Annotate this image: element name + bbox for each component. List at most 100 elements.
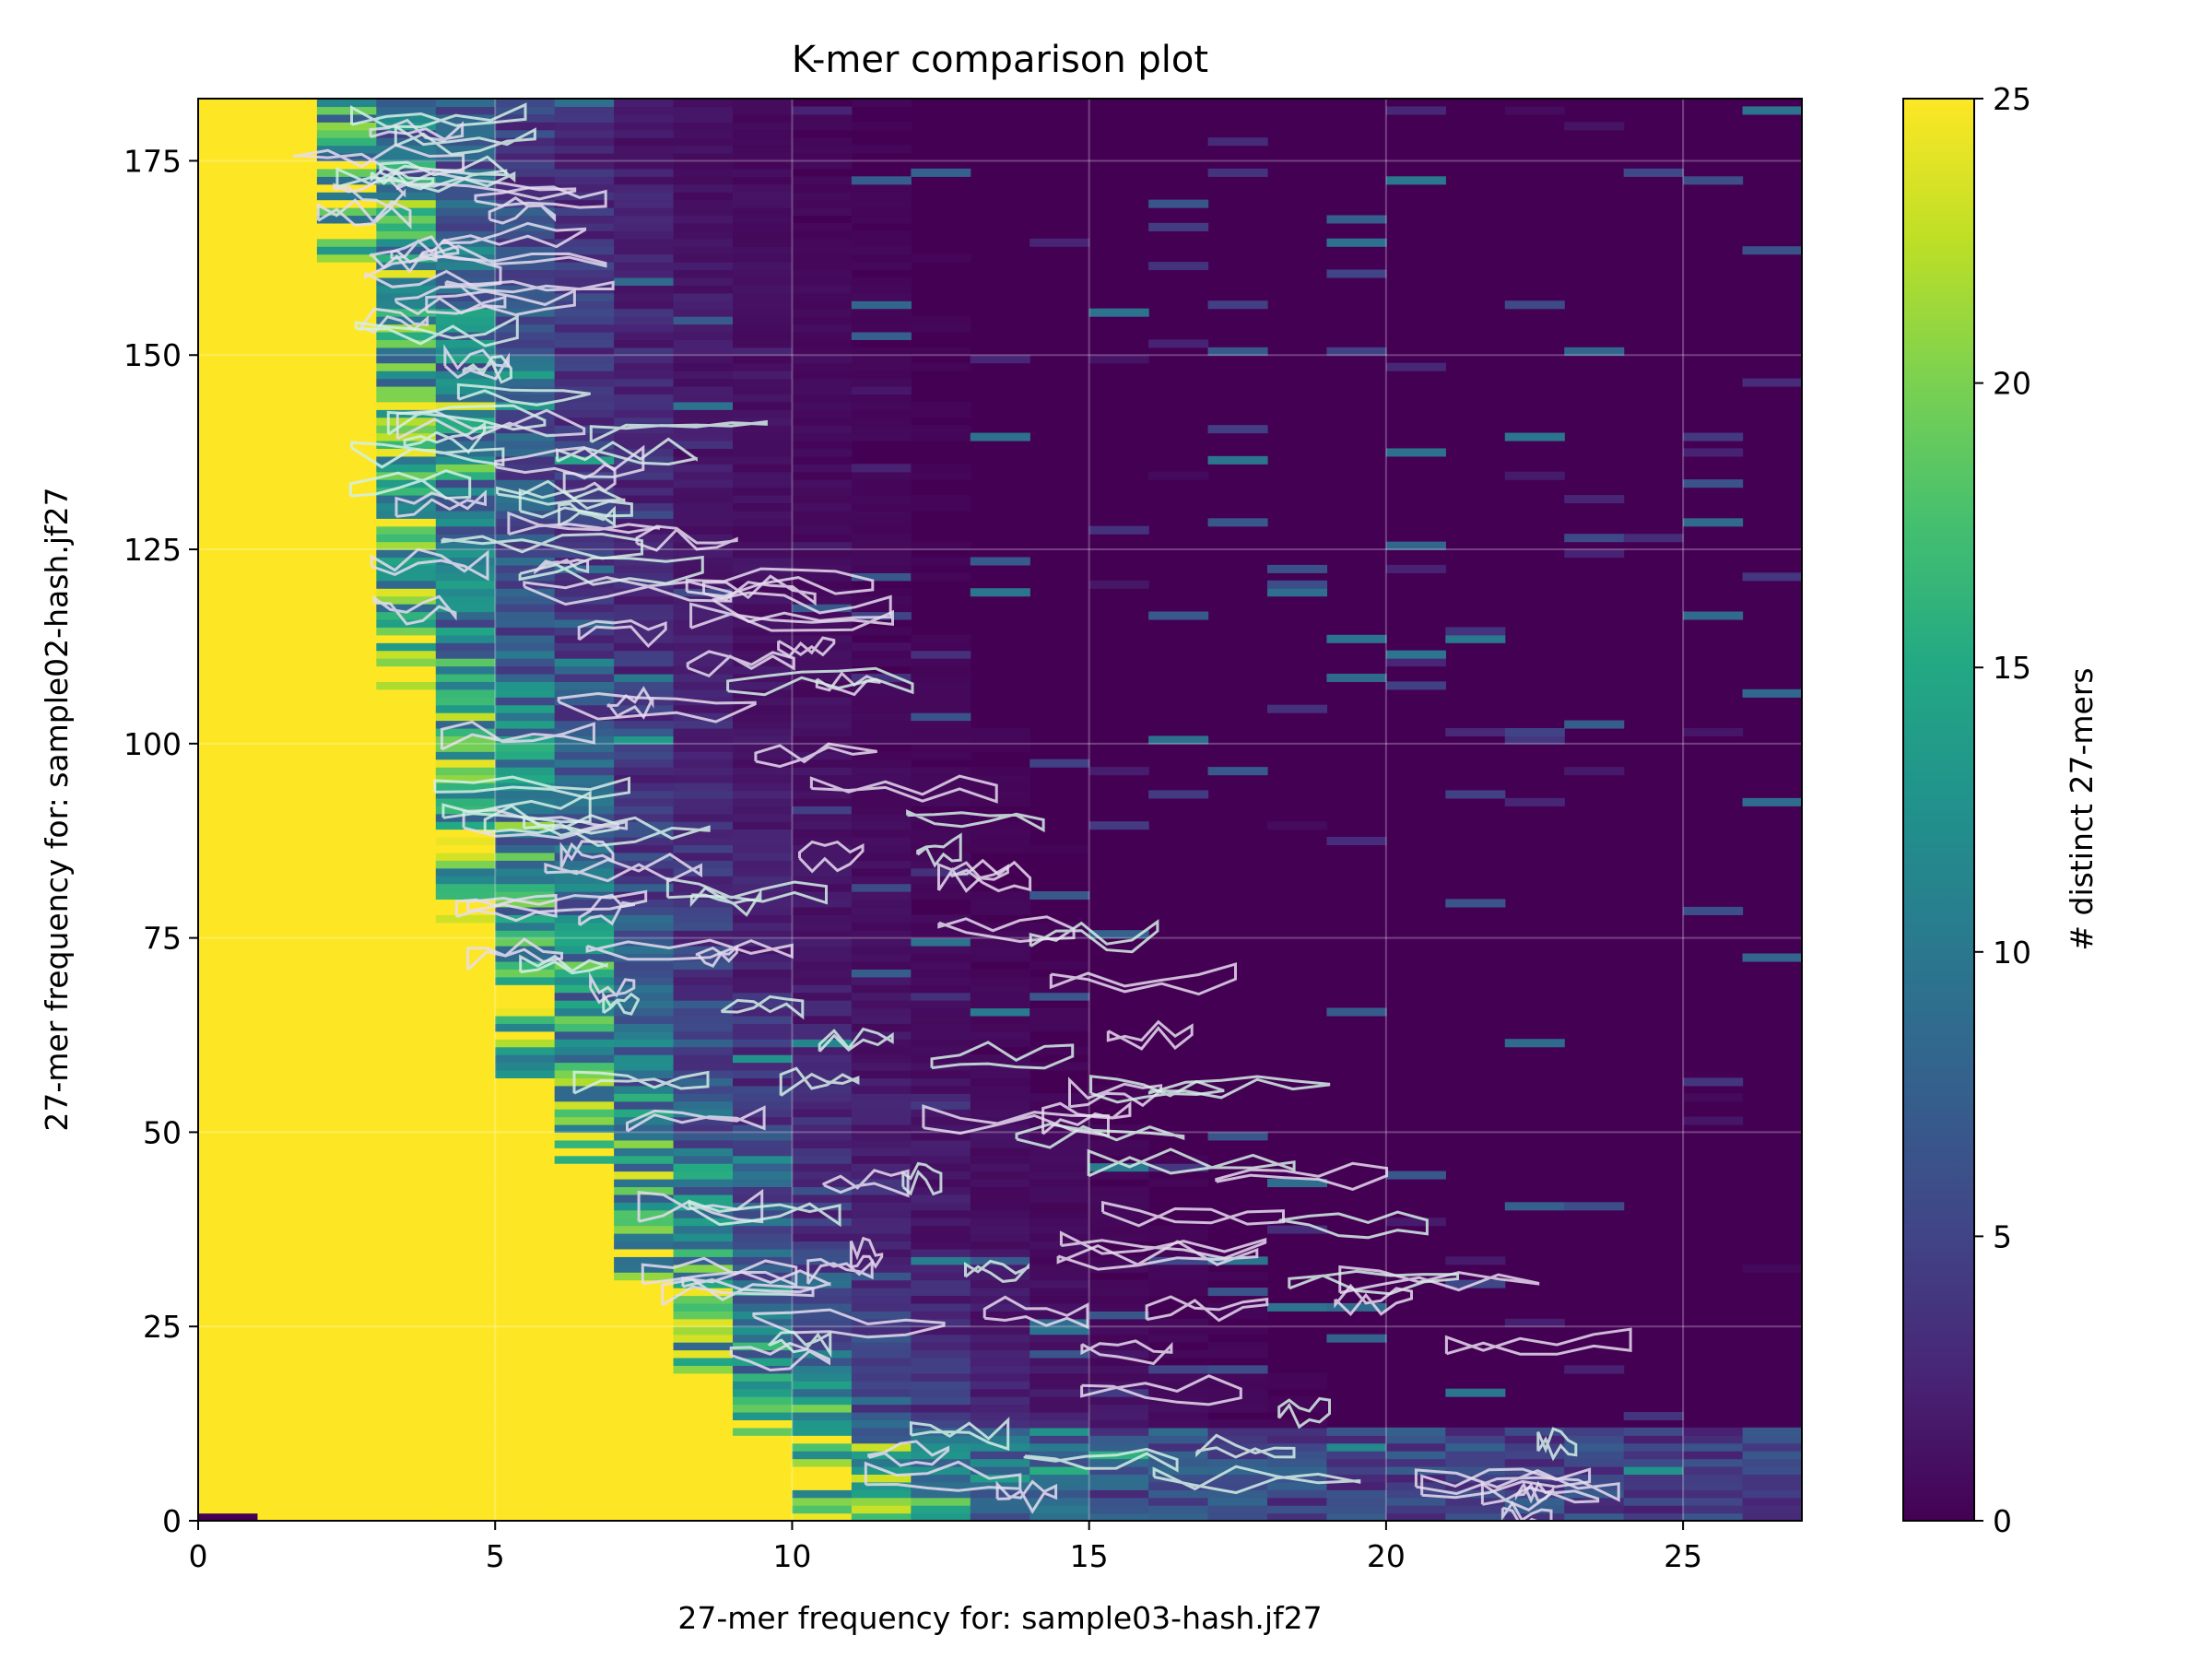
heatmap-cell — [554, 417, 615, 426]
heatmap-cell — [792, 1241, 853, 1250]
heatmap-cell — [614, 183, 675, 193]
heatmap-cell — [673, 113, 734, 123]
heatmap-cell — [1030, 1015, 1090, 1024]
x-axis: 0 5 10 15 20 25 — [189, 1521, 1702, 1574]
heatmap-cell — [792, 876, 853, 885]
contour-line — [585, 938, 794, 961]
heatmap-cell — [614, 1451, 675, 1460]
heatmap-cell — [911, 1372, 971, 1382]
colorbar-tick-label: 20 — [1993, 366, 2031, 402]
heatmap-cell — [614, 1318, 675, 1327]
heatmap-cell — [435, 1318, 496, 1327]
contour-line — [686, 650, 795, 678]
contour-line — [394, 124, 536, 157]
heatmap-cell — [554, 580, 615, 589]
heatmap-cell — [198, 642, 259, 652]
heatmap-cell — [376, 767, 437, 776]
heatmap-cell — [911, 1342, 971, 1351]
heatmap-cell — [851, 1458, 912, 1467]
heatmap-cell — [733, 1233, 794, 1242]
heatmap-cell — [316, 1474, 377, 1483]
heatmap-cell — [1088, 1218, 1149, 1227]
heatmap-cell — [1030, 1209, 1090, 1218]
heatmap-cell — [376, 525, 437, 535]
heatmap-cell — [911, 1015, 971, 1024]
heatmap-cell — [376, 246, 437, 255]
heatmap-cell — [1683, 518, 1744, 527]
heatmap-cell — [733, 246, 794, 255]
heatmap-cell — [554, 1388, 615, 1397]
heatmap-cell — [1148, 1481, 1209, 1490]
heatmap-cell — [911, 914, 971, 924]
heatmap-cell — [257, 1077, 318, 1087]
contour-line — [822, 1169, 910, 1198]
heatmap-cell — [1030, 891, 1090, 900]
heatmap-cell — [733, 1054, 794, 1064]
heatmap-cell — [435, 1465, 496, 1476]
heatmap-cell — [614, 860, 675, 869]
heatmap-cell — [1326, 1489, 1387, 1499]
heatmap-cell — [673, 1248, 734, 1257]
heatmap-cell — [911, 704, 971, 713]
heatmap-cell — [198, 269, 259, 278]
heatmap-cell — [614, 347, 675, 356]
heatmap-cell — [851, 1481, 912, 1490]
heatmap-cell — [435, 1357, 496, 1366]
heatmap-cell — [316, 604, 377, 613]
heatmap-cell — [673, 316, 734, 325]
heatmap-cell — [851, 394, 912, 403]
heatmap-cell — [911, 1023, 971, 1032]
heatmap-cell — [257, 1288, 318, 1297]
heatmap-cell — [376, 199, 437, 208]
heatmap-cell — [1207, 1404, 1268, 1413]
heatmap-cell — [376, 1209, 437, 1218]
heatmap-cell — [792, 145, 853, 154]
heatmap-cell — [614, 976, 675, 985]
heatmap-cell — [257, 806, 318, 815]
heatmap-cell — [851, 308, 912, 317]
heatmap-cell — [614, 969, 675, 978]
heatmap-cell — [495, 837, 556, 846]
heatmap-cell — [376, 790, 437, 799]
heatmap-cell — [376, 495, 437, 504]
heatmap-cell — [376, 1179, 437, 1188]
heatmap-cell — [257, 720, 318, 729]
heatmap-cell — [614, 1404, 675, 1413]
heatmap-cell — [435, 844, 496, 853]
heatmap-cell — [376, 1396, 437, 1406]
heatmap-cell — [435, 1404, 496, 1413]
heatmap-cell — [614, 113, 675, 123]
heatmap-cell — [673, 1256, 734, 1265]
heatmap-cell — [1504, 1442, 1565, 1452]
heatmap-cell — [673, 355, 734, 364]
heatmap-cell — [554, 1481, 615, 1490]
heatmap-cell — [316, 1442, 377, 1452]
heatmap-cell — [733, 1311, 794, 1320]
heatmap-cell — [851, 207, 912, 217]
heatmap-cell — [614, 1442, 675, 1452]
heatmap-cell — [911, 1225, 971, 1234]
heatmap-cell — [911, 1202, 971, 1211]
heatmap-cell — [257, 199, 318, 208]
heatmap-cell — [733, 906, 794, 915]
heatmap-cell — [1207, 1435, 1268, 1444]
heatmap-cell — [792, 199, 853, 208]
heatmap-cell — [316, 813, 377, 822]
heatmap-cell — [792, 797, 853, 806]
heatmap-cell — [792, 611, 853, 620]
heatmap-cell — [1088, 1256, 1149, 1265]
heatmap-cell — [1207, 168, 1268, 177]
heatmap-cell — [911, 1505, 971, 1514]
heatmap-cell — [316, 246, 377, 255]
heatmap-cell — [792, 564, 853, 573]
heatmap-cell — [198, 1264, 259, 1273]
heatmap-cell — [257, 347, 318, 356]
heatmap-cell — [851, 627, 912, 636]
heatmap-cell — [435, 697, 496, 706]
heatmap-cell — [970, 1427, 1030, 1436]
heatmap-cell — [1030, 1139, 1090, 1148]
heatmap-cell — [851, 510, 912, 519]
heatmap-cell — [733, 790, 794, 799]
heatmap-cell — [257, 464, 318, 473]
heatmap-cell — [733, 806, 794, 815]
